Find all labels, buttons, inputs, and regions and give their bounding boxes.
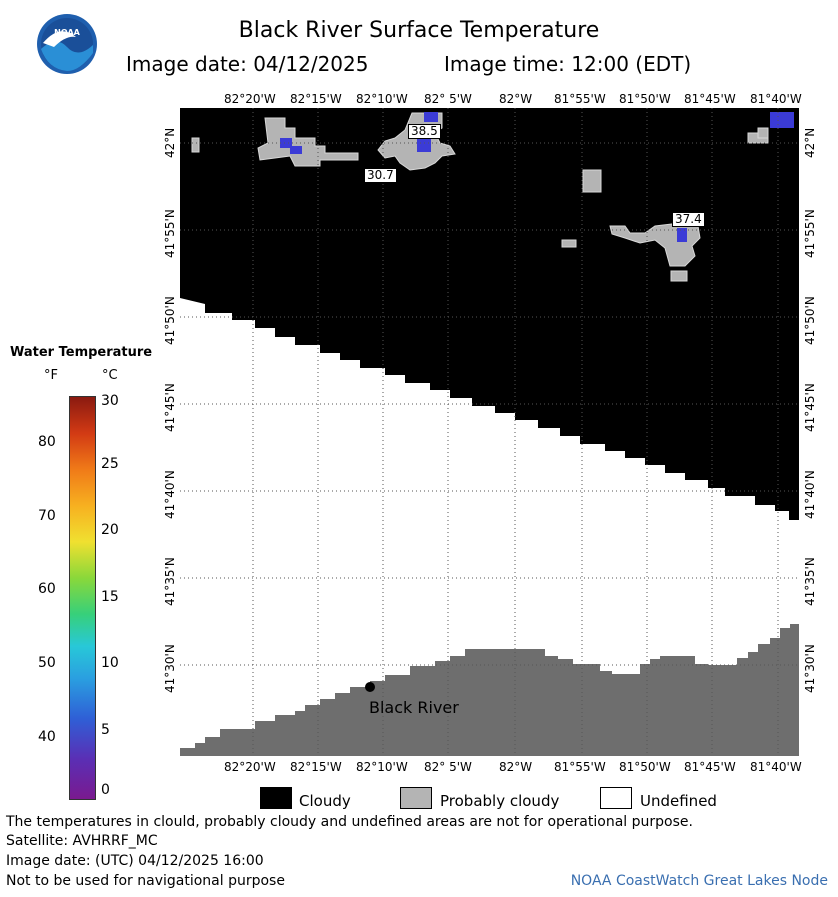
temp-tag-2: 30.7 <box>364 168 397 183</box>
c-tick-10: 10 <box>101 655 119 671</box>
lon-top-2: 82°15'W <box>290 92 342 106</box>
lat-left-6: 41°35'N <box>163 557 177 606</box>
noaa-logo: NOAA <box>36 13 98 75</box>
lat-right-1: 42°N <box>803 127 817 158</box>
f-tick-80: 80 <box>38 434 56 450</box>
key-probably-cloudy-swatch <box>400 787 432 809</box>
lon-top-8: 81°45'W <box>684 92 736 106</box>
lon-bottom-9: 81°40'W <box>750 760 802 774</box>
key-cloudy-label: Cloudy <box>299 792 351 810</box>
c-tick-30: 30 <box>101 393 119 409</box>
lat-left-7: 41°30'N <box>163 644 177 693</box>
page-title: Black River Surface Temperature <box>238 18 600 43</box>
unit-fahrenheit: °F <box>44 368 58 383</box>
lon-top-4: 82° 5'W <box>424 92 472 106</box>
lon-bottom-2: 82°15'W <box>290 760 342 774</box>
c-tick-0: 0 <box>101 782 110 798</box>
lon-top-7: 81°50'W <box>619 92 671 106</box>
lat-left-5: 41°40'N <box>163 470 177 519</box>
c-tick-25: 25 <box>101 456 119 472</box>
lat-left-1: 42°N <box>163 127 177 158</box>
lon-top-3: 82°10'W <box>356 92 408 106</box>
black-river-label: Black River <box>369 698 459 717</box>
lon-bottom-1: 82°20'W <box>224 760 276 774</box>
temp-tag-3: 37.4 <box>672 212 705 227</box>
lon-bottom-3: 82°10'W <box>356 760 408 774</box>
lat-right-7: 41°30'N <box>803 644 817 693</box>
land-area <box>180 624 799 756</box>
image-time: Image time: 12:00 (EDT) <box>444 52 692 76</box>
image-date: Image date: 04/12/2025 <box>126 52 369 76</box>
lon-top-1: 82°20'W <box>224 92 276 106</box>
water-pixels <box>280 112 794 242</box>
f-tick-50: 50 <box>38 655 56 671</box>
footer-nav-warning: Not to be used for navigational purpose <box>6 873 285 889</box>
lon-bottom-8: 81°45'W <box>684 760 736 774</box>
lat-right-6: 41°35'N <box>803 557 817 606</box>
footer-credit: NOAA CoastWatch Great Lakes Node <box>570 873 828 889</box>
lon-top-5: 82°W <box>499 92 533 106</box>
f-tick-40: 40 <box>38 729 56 745</box>
c-tick-20: 20 <box>101 522 119 538</box>
key-undefined-label: Undefined <box>640 792 717 810</box>
key-cloudy-swatch <box>260 787 292 809</box>
c-tick-5: 5 <box>101 722 110 738</box>
logo-text: NOAA <box>54 28 80 37</box>
lon-bottom-5: 82°W <box>499 760 533 774</box>
footer-note: The temperatures in clould, probably clo… <box>6 814 693 830</box>
lat-right-2: 41°55'N <box>803 209 817 258</box>
lat-left-4: 41°45'N <box>163 383 177 432</box>
key-undefined-swatch <box>600 787 632 809</box>
graticule <box>180 108 799 756</box>
lat-right-5: 41°40'N <box>803 470 817 519</box>
temperature-map <box>180 108 799 756</box>
legend-title: Water Temperature <box>10 345 153 360</box>
lat-right-4: 41°45'N <box>803 383 817 432</box>
lon-bottom-6: 81°55'W <box>554 760 606 774</box>
cloudy-area <box>180 108 799 520</box>
footer-utc-date: Image date: (UTC) 04/12/2025 16:00 <box>6 853 264 869</box>
lon-bottom-7: 81°50'W <box>619 760 671 774</box>
unit-celsius: °C <box>102 368 118 383</box>
lon-top-9: 81°40'W <box>750 92 802 106</box>
black-river-marker <box>365 682 375 692</box>
temp-tag-1: 38.5 <box>408 124 441 139</box>
footer-satellite: Satellite: AVHRRF_MC <box>6 833 158 849</box>
f-tick-60: 60 <box>38 581 56 597</box>
probably-cloudy-patches <box>191 112 769 282</box>
color-bar <box>69 396 96 800</box>
lat-left-2: 41°55'N <box>163 209 177 258</box>
lon-top-6: 81°55'W <box>554 92 606 106</box>
c-tick-15: 15 <box>101 589 119 605</box>
lat-right-3: 41°50'N <box>803 296 817 345</box>
lon-bottom-4: 82° 5'W <box>424 760 472 774</box>
f-tick-70: 70 <box>38 508 56 524</box>
lat-left-3: 41°50'N <box>163 296 177 345</box>
key-probably-cloudy-label: Probably cloudy <box>440 792 560 810</box>
